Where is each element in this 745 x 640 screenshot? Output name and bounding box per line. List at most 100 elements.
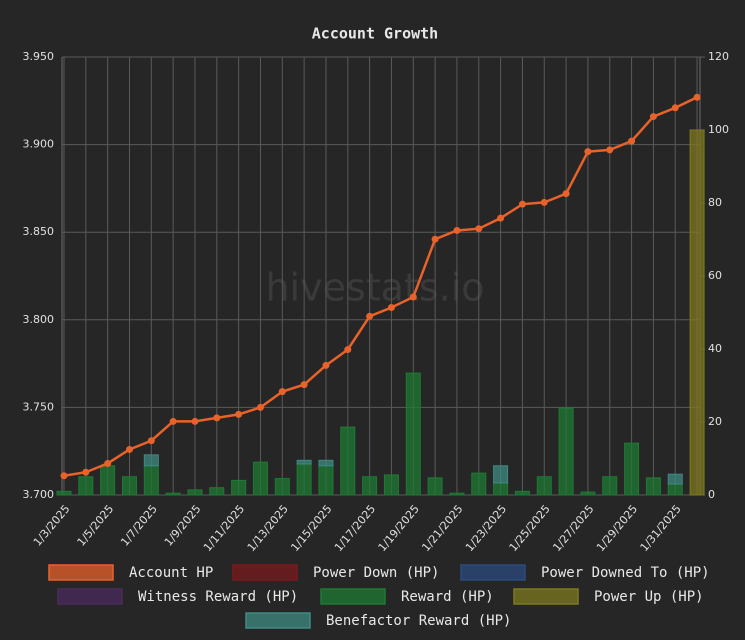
legend-label: Power Up (HP)	[594, 589, 704, 605]
bar	[143, 454, 159, 467]
bar	[296, 459, 312, 465]
y2-tick-label: 40	[708, 342, 722, 355]
x-tick-label: 1/9/2025	[162, 503, 204, 549]
x-tick-label: 1/5/2025	[75, 503, 117, 549]
line-point	[540, 198, 548, 206]
y2-tick-label: 80	[708, 196, 722, 209]
line-point	[147, 437, 155, 445]
x-tick-label: 1/29/2025	[594, 503, 640, 555]
legend-swatch	[513, 588, 579, 605]
x-tick-label: 1/27/2025	[550, 503, 596, 555]
x-tick-label: 1/19/2025	[376, 503, 422, 555]
line-point	[431, 235, 439, 243]
legend-swatch	[460, 564, 526, 581]
bar	[318, 465, 334, 496]
bar	[252, 461, 268, 496]
line-point	[518, 200, 526, 208]
bar	[56, 490, 72, 496]
bar	[449, 492, 465, 496]
line-point	[453, 226, 461, 234]
line-point	[409, 293, 417, 301]
bar	[143, 465, 159, 496]
y-tick-label: 3.800	[23, 313, 55, 326]
legend-swatch	[48, 564, 114, 581]
bar	[340, 426, 356, 496]
bar	[100, 465, 116, 496]
bar	[405, 372, 421, 496]
bar	[187, 489, 203, 496]
line-point	[125, 445, 133, 453]
x-tick-label: 1/21/2025	[419, 503, 465, 555]
bar	[536, 476, 552, 496]
legend-label: Reward (HP)	[401, 589, 494, 605]
bar	[493, 482, 509, 496]
bar	[493, 465, 509, 484]
legend-swatch	[232, 564, 298, 581]
line-point	[104, 459, 112, 467]
line-point	[693, 93, 701, 101]
line-point	[169, 417, 177, 425]
bar	[471, 472, 487, 496]
bar	[362, 476, 378, 496]
legend-label: Benefactor Reward (HP)	[326, 613, 511, 629]
line-point	[628, 137, 636, 145]
bar	[689, 129, 705, 496]
line-point	[300, 381, 308, 389]
y-tick-label: 3.700	[23, 488, 55, 501]
bar	[318, 459, 334, 467]
y2-tick-label: 20	[708, 415, 722, 428]
line-point	[278, 388, 286, 396]
line-point	[562, 190, 570, 198]
x-tick-label: 1/23/2025	[463, 503, 509, 555]
y-tick-label: 3.750	[23, 400, 55, 413]
line-point	[606, 146, 614, 154]
line-point	[475, 225, 483, 233]
x-tick-label: 1/7/2025	[118, 503, 160, 549]
bar	[121, 476, 137, 496]
bar	[78, 476, 94, 496]
y2-tick-label: 0	[708, 488, 715, 501]
bar	[667, 473, 683, 485]
bar	[383, 474, 399, 496]
line-point	[322, 361, 330, 369]
x-tick-label: 1/15/2025	[288, 503, 334, 555]
chart-title: Account Growth	[312, 25, 438, 43]
line-point	[584, 148, 592, 156]
line-point	[82, 468, 90, 476]
legend-swatch	[245, 612, 311, 629]
y-tick-label: 3.950	[23, 50, 55, 63]
line-point	[649, 113, 657, 121]
bar	[427, 477, 443, 496]
line-point	[191, 417, 199, 425]
legend-swatch	[320, 588, 386, 605]
bar	[165, 492, 181, 496]
line-point	[213, 414, 221, 422]
line-point	[497, 214, 505, 222]
legend-label: Witness Reward (HP)	[138, 589, 298, 605]
line-point	[60, 472, 68, 480]
bar	[624, 442, 640, 496]
x-tick-label: 1/31/2025	[638, 503, 684, 555]
line-point	[344, 346, 352, 354]
legend-label: Account HP	[129, 565, 213, 581]
y2-tick-label: 120	[708, 50, 729, 63]
legend-swatch	[57, 588, 123, 605]
line-point	[387, 304, 395, 312]
x-tick-label: 1/17/2025	[332, 503, 378, 555]
line-point	[235, 410, 243, 418]
y2-tick-label: 60	[708, 269, 722, 282]
legend-label: Power Down (HP)	[313, 565, 439, 581]
bar	[645, 477, 661, 496]
bar	[580, 491, 596, 496]
line-point	[256, 403, 264, 411]
x-tick-label: 1/11/2025	[201, 503, 247, 555]
bar	[602, 476, 618, 496]
bar	[667, 483, 683, 496]
y-tick-label: 3.850	[23, 225, 55, 238]
line-point	[671, 104, 679, 112]
bar	[514, 490, 530, 496]
y-tick-label: 3.900	[23, 138, 55, 151]
bar	[296, 463, 312, 496]
bar	[231, 479, 247, 496]
